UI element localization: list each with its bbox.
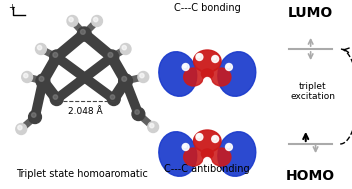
Ellipse shape — [184, 68, 203, 86]
Circle shape — [24, 73, 28, 78]
Circle shape — [36, 74, 50, 88]
Ellipse shape — [218, 52, 256, 96]
Circle shape — [135, 110, 139, 114]
Circle shape — [197, 55, 200, 58]
Circle shape — [122, 76, 127, 81]
Circle shape — [94, 17, 98, 22]
Circle shape — [197, 135, 200, 138]
Ellipse shape — [194, 50, 221, 72]
Circle shape — [183, 65, 186, 68]
Circle shape — [227, 145, 230, 148]
Circle shape — [77, 27, 91, 41]
Circle shape — [105, 50, 119, 64]
Text: Triplet state homoaromatic: Triplet state homoaromatic — [16, 169, 148, 179]
Ellipse shape — [211, 68, 231, 86]
Circle shape — [183, 145, 186, 148]
Ellipse shape — [159, 52, 197, 96]
Text: 2.048 Å: 2.048 Å — [68, 107, 102, 116]
Circle shape — [69, 17, 73, 22]
Circle shape — [67, 15, 78, 26]
Ellipse shape — [159, 132, 197, 176]
Text: LUMO: LUMO — [288, 6, 333, 20]
Circle shape — [18, 125, 22, 130]
Circle shape — [119, 74, 132, 88]
Circle shape — [226, 143, 232, 150]
Circle shape — [138, 71, 149, 83]
Circle shape — [226, 64, 232, 70]
Circle shape — [108, 53, 113, 57]
Circle shape — [110, 95, 115, 99]
Circle shape — [107, 92, 120, 105]
Circle shape — [122, 45, 126, 50]
Circle shape — [150, 123, 154, 128]
Text: C---C antibonding: C---C antibonding — [164, 164, 250, 174]
Text: C---C bonding: C---C bonding — [174, 3, 241, 13]
Ellipse shape — [194, 130, 221, 152]
Ellipse shape — [184, 148, 203, 166]
Circle shape — [50, 50, 64, 64]
Circle shape — [205, 79, 208, 82]
Circle shape — [212, 56, 219, 63]
Text: triplet
excitation: triplet excitation — [290, 82, 335, 101]
Circle shape — [148, 122, 158, 132]
Circle shape — [31, 113, 36, 117]
Circle shape — [39, 76, 44, 81]
Ellipse shape — [211, 148, 231, 166]
Circle shape — [81, 29, 85, 34]
Circle shape — [204, 77, 211, 84]
Circle shape — [213, 57, 216, 60]
Circle shape — [196, 133, 203, 140]
Circle shape — [36, 43, 46, 54]
Circle shape — [182, 64, 189, 70]
Circle shape — [205, 159, 208, 162]
Circle shape — [132, 108, 145, 121]
Ellipse shape — [201, 149, 213, 159]
Circle shape — [140, 73, 144, 78]
Circle shape — [50, 92, 63, 105]
Circle shape — [196, 53, 203, 60]
Text: HOMO: HOMO — [286, 169, 335, 183]
Circle shape — [227, 65, 230, 68]
Circle shape — [120, 43, 131, 54]
Circle shape — [22, 71, 32, 83]
Circle shape — [213, 137, 216, 140]
Circle shape — [53, 95, 58, 99]
Ellipse shape — [201, 69, 213, 79]
Circle shape — [16, 123, 27, 135]
Circle shape — [53, 53, 58, 57]
Circle shape — [29, 111, 42, 123]
Circle shape — [212, 136, 219, 143]
Circle shape — [92, 15, 102, 26]
Ellipse shape — [218, 132, 256, 176]
Circle shape — [204, 157, 211, 164]
Text: +: + — [8, 3, 15, 12]
Circle shape — [37, 45, 42, 50]
Circle shape — [182, 143, 189, 150]
